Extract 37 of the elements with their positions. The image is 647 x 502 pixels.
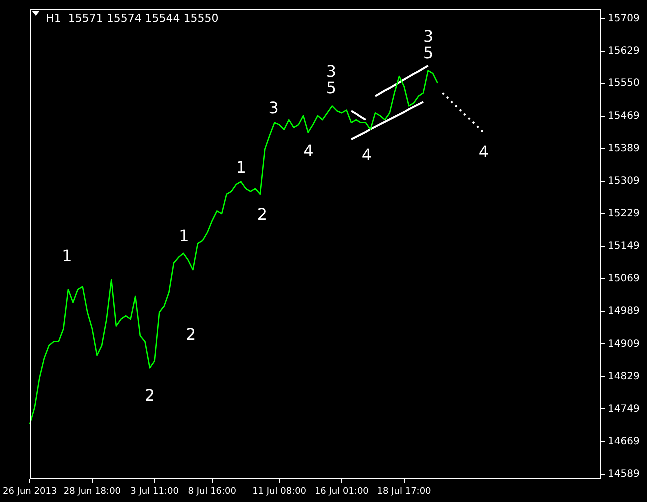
x-tick-label: 3 Jul 11:00 xyxy=(130,486,180,497)
y-tick-label: 14829 xyxy=(608,371,640,382)
chart-title: H1 15571 15574 15544 15550 xyxy=(46,12,219,25)
annotation: 1 xyxy=(179,226,190,246)
annotation: 3 xyxy=(268,98,279,118)
y-tick-label: 14669 xyxy=(608,436,640,448)
y-tick-label: 15550 xyxy=(608,78,640,90)
annotation: 2 xyxy=(257,205,268,224)
annotation: 4 xyxy=(362,145,372,164)
y-tick-label: 15469 xyxy=(608,110,640,122)
annotation: 1 xyxy=(236,158,246,178)
y-tick-label: 15709 xyxy=(608,13,640,24)
x-tick-label: 16 Jul 01:00 xyxy=(314,486,370,497)
y-tick-label: 15149 xyxy=(608,241,640,252)
y-tick-label: 14909 xyxy=(608,338,640,350)
y-tick-label: 15389 xyxy=(608,144,640,155)
y-tick-label: 14749 xyxy=(608,404,640,415)
y-tick-label: 15629 xyxy=(608,46,640,57)
x-tick-label: 11 Jul 08:00 xyxy=(252,486,307,497)
x-tick-label: 8 Jul 16:00 xyxy=(188,486,237,497)
annotation: 4 xyxy=(478,142,490,162)
annotation: 2 xyxy=(186,324,196,344)
annotation: 3 xyxy=(326,62,337,82)
y-tick-label: 15069 xyxy=(608,274,640,285)
annotation: 5 xyxy=(326,78,337,98)
annotation: 3 xyxy=(423,26,434,46)
annotation: 1 xyxy=(62,246,72,266)
annotation: 4 xyxy=(304,142,314,161)
annotation: 5 xyxy=(423,43,434,62)
y-tick-label: 14989 xyxy=(608,306,640,318)
x-tick-label: 26 Jun 2013 xyxy=(3,486,58,497)
y-tick-label: 15229 xyxy=(608,208,640,220)
y-tick-label: 14589 xyxy=(608,468,640,480)
x-tick-label: 18 Jul 17:00 xyxy=(377,486,432,497)
annotation: 2 xyxy=(144,386,156,406)
y-tick-label: 15309 xyxy=(608,176,640,188)
x-tick-label: 28 Jun 18:00 xyxy=(64,486,122,497)
